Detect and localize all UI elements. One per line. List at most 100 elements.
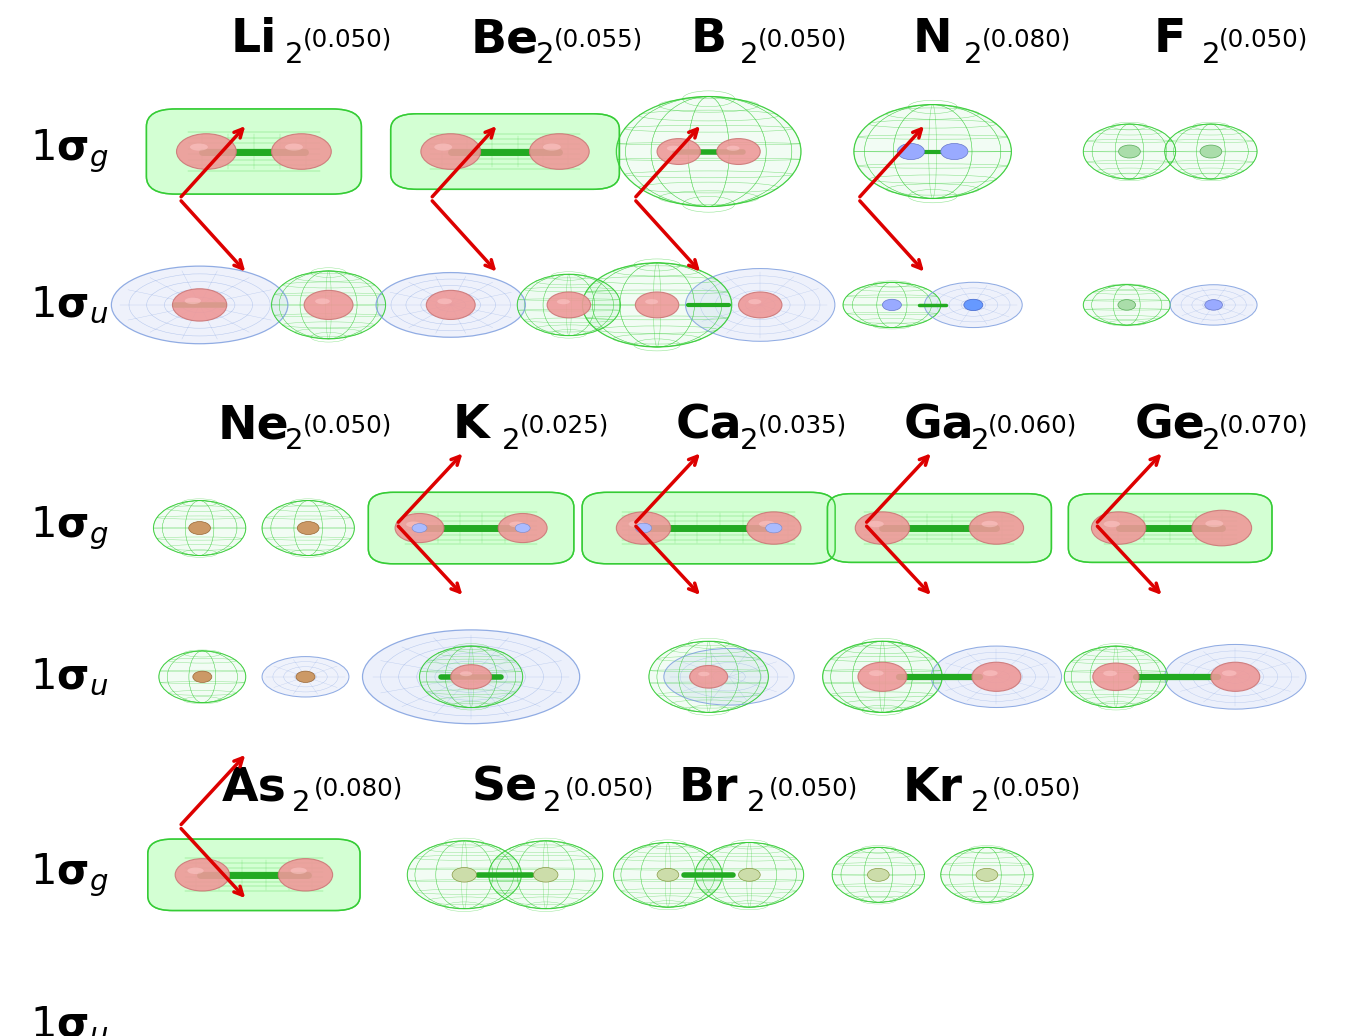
Ellipse shape xyxy=(154,500,245,555)
Ellipse shape xyxy=(1119,145,1141,159)
Ellipse shape xyxy=(628,521,645,527)
Ellipse shape xyxy=(964,299,983,311)
Ellipse shape xyxy=(262,657,349,697)
Text: (0.025): (0.025) xyxy=(519,413,609,438)
Ellipse shape xyxy=(1084,124,1176,179)
Ellipse shape xyxy=(833,847,924,902)
Ellipse shape xyxy=(635,523,652,533)
Ellipse shape xyxy=(940,998,1033,1036)
Ellipse shape xyxy=(184,297,200,305)
Ellipse shape xyxy=(870,670,883,677)
Text: 2: 2 xyxy=(1201,427,1220,455)
Text: 2: 2 xyxy=(740,427,758,455)
Text: Kr: Kr xyxy=(902,766,962,811)
Ellipse shape xyxy=(557,299,570,305)
Ellipse shape xyxy=(867,868,889,882)
Text: 1$\mathbf{\sigma}_u$: 1$\mathbf{\sigma}_u$ xyxy=(30,284,109,326)
Text: 2: 2 xyxy=(285,427,304,455)
Ellipse shape xyxy=(427,290,476,319)
Ellipse shape xyxy=(451,665,492,689)
Ellipse shape xyxy=(698,671,710,677)
FancyBboxPatch shape xyxy=(147,839,360,911)
Ellipse shape xyxy=(1092,512,1146,544)
Ellipse shape xyxy=(233,986,397,1036)
Text: 1$\mathbf{\sigma}_u$: 1$\mathbf{\sigma}_u$ xyxy=(30,1005,109,1036)
Ellipse shape xyxy=(940,143,968,160)
Ellipse shape xyxy=(940,847,1033,902)
Ellipse shape xyxy=(453,1018,477,1033)
Ellipse shape xyxy=(857,662,906,691)
Ellipse shape xyxy=(739,1019,761,1032)
Ellipse shape xyxy=(855,512,909,544)
Ellipse shape xyxy=(645,299,658,305)
Ellipse shape xyxy=(1205,520,1223,527)
Ellipse shape xyxy=(823,641,942,713)
Ellipse shape xyxy=(406,521,421,527)
Text: (0.050): (0.050) xyxy=(1219,28,1308,52)
Ellipse shape xyxy=(304,290,353,319)
Text: Se: Se xyxy=(472,766,538,811)
Ellipse shape xyxy=(616,96,801,206)
Text: 2: 2 xyxy=(292,789,311,817)
Text: As: As xyxy=(221,766,286,811)
Text: (0.050): (0.050) xyxy=(564,776,654,801)
Text: 2: 2 xyxy=(536,40,555,68)
Ellipse shape xyxy=(981,521,998,527)
Ellipse shape xyxy=(613,842,722,908)
FancyBboxPatch shape xyxy=(368,492,574,564)
Text: 1$\mathbf{\sigma}_u$: 1$\mathbf{\sigma}_u$ xyxy=(30,656,109,698)
Text: Be: Be xyxy=(472,18,540,62)
Text: 2: 2 xyxy=(1201,40,1220,68)
Ellipse shape xyxy=(421,134,481,169)
Ellipse shape xyxy=(159,651,245,702)
Ellipse shape xyxy=(412,523,427,533)
Ellipse shape xyxy=(1093,663,1139,691)
Ellipse shape xyxy=(1165,644,1306,709)
Ellipse shape xyxy=(717,139,761,165)
Ellipse shape xyxy=(1104,521,1120,527)
FancyBboxPatch shape xyxy=(391,114,619,190)
Text: (0.050): (0.050) xyxy=(992,776,1082,801)
Text: 2: 2 xyxy=(503,427,521,455)
Ellipse shape xyxy=(686,268,836,341)
Ellipse shape xyxy=(983,670,998,677)
Ellipse shape xyxy=(1191,511,1251,546)
Text: Ne: Ne xyxy=(218,403,290,449)
Ellipse shape xyxy=(510,521,523,527)
Text: 1$\mathbf{\sigma}_g$: 1$\mathbf{\sigma}_g$ xyxy=(30,851,109,898)
Ellipse shape xyxy=(1199,145,1221,159)
Ellipse shape xyxy=(542,144,560,150)
Ellipse shape xyxy=(376,272,525,338)
Ellipse shape xyxy=(173,289,226,321)
Text: (0.055): (0.055) xyxy=(553,28,643,52)
Text: 2: 2 xyxy=(285,40,304,68)
Ellipse shape xyxy=(517,275,620,336)
Ellipse shape xyxy=(924,282,1022,327)
Ellipse shape xyxy=(262,500,354,555)
Text: 2: 2 xyxy=(747,789,765,817)
Text: 2: 2 xyxy=(542,789,562,817)
Text: (0.050): (0.050) xyxy=(758,28,846,52)
Ellipse shape xyxy=(1165,124,1257,179)
Ellipse shape xyxy=(435,144,453,150)
Ellipse shape xyxy=(972,662,1021,691)
Ellipse shape xyxy=(897,143,924,160)
Ellipse shape xyxy=(533,867,557,882)
Ellipse shape xyxy=(739,868,761,882)
Ellipse shape xyxy=(649,641,769,713)
Ellipse shape xyxy=(1084,285,1171,325)
FancyBboxPatch shape xyxy=(582,492,836,564)
Ellipse shape xyxy=(129,986,264,1036)
Ellipse shape xyxy=(438,298,453,305)
Ellipse shape xyxy=(1171,285,1257,325)
Ellipse shape xyxy=(726,146,740,151)
Text: (0.080): (0.080) xyxy=(313,776,403,801)
Ellipse shape xyxy=(515,523,530,533)
Ellipse shape xyxy=(112,266,288,344)
Ellipse shape xyxy=(759,521,776,527)
Ellipse shape xyxy=(976,1019,998,1032)
Ellipse shape xyxy=(739,292,782,318)
Text: Ca: Ca xyxy=(675,403,741,449)
Ellipse shape xyxy=(189,144,209,150)
Ellipse shape xyxy=(408,841,521,909)
